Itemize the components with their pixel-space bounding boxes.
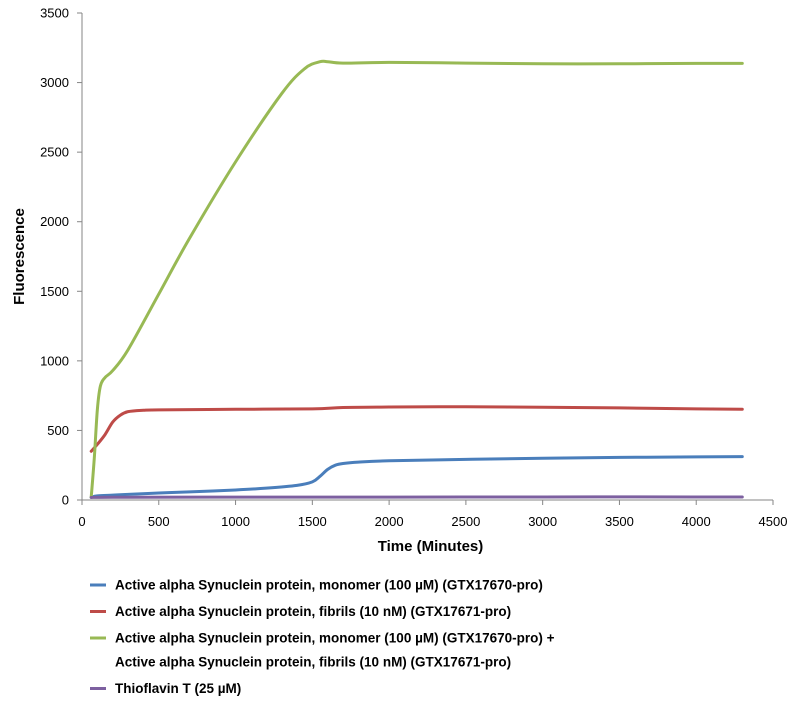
legend-label-2: Active alpha Synuclein protein, fibrils … — [115, 604, 511, 619]
y-tick-label: 2000 — [40, 214, 69, 229]
x-tick-label: 4000 — [682, 514, 711, 529]
x-tick-label: 2500 — [451, 514, 480, 529]
y-axis-title: Fluorescence — [11, 208, 28, 305]
legend-label-4: Thioflavin T (25 µM) — [115, 681, 241, 696]
x-tick-label: 0 — [78, 514, 85, 529]
x-tick-label: 1500 — [298, 514, 327, 529]
y-tick-label: 1000 — [40, 353, 69, 368]
legend: Active alpha Synuclein protein, monomer … — [90, 578, 555, 696]
y-tick-label: 3000 — [40, 75, 69, 90]
series-line-4 — [89, 495, 744, 499]
legend-label-1: Active alpha Synuclein protein, monomer … — [115, 578, 543, 593]
series-lines — [89, 59, 744, 499]
axes: 0 500 1000 1500 2000 2500 3000 3500 0 500 1000 1500… — [40, 6, 787, 530]
y-tick-label: 1500 — [40, 284, 69, 299]
y-tick-label: 3500 — [40, 6, 69, 21]
x-tick-label: 500 — [148, 514, 170, 529]
series-line-1 — [89, 455, 744, 499]
x-tick-label: 3000 — [528, 514, 557, 529]
legend-label-3: Active alpha Synuclein protein, monomer … — [115, 631, 555, 670]
x-tick-label: 4500 — [759, 514, 788, 529]
y-tick-label: 0 — [62, 493, 69, 508]
series-line-2 — [89, 405, 744, 453]
y-tick-label: 2500 — [40, 145, 69, 160]
x-tick-label: 3500 — [605, 514, 634, 529]
y-tick-label: 500 — [47, 423, 69, 438]
x-tick-label: 2000 — [375, 514, 404, 529]
series-line-3 — [89, 59, 744, 499]
x-tick-label: 1000 — [221, 514, 250, 529]
x-axis-title: Time (Minutes) — [378, 538, 484, 555]
